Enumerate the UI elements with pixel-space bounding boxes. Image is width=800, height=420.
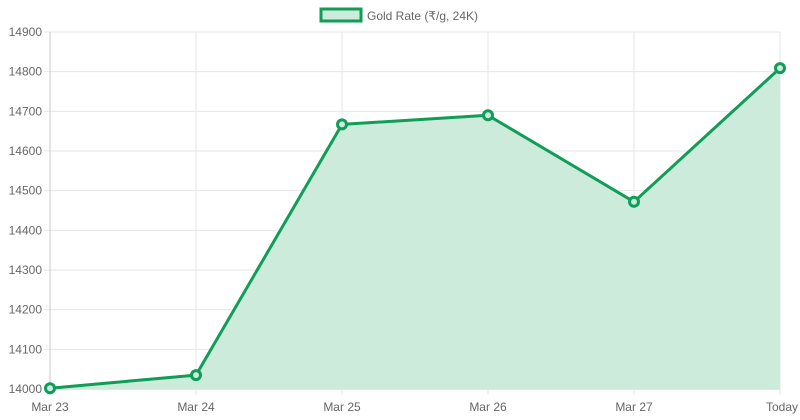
data-point[interactable]	[628, 195, 640, 208]
data-points	[44, 62, 786, 395]
x-tick-label: Mar 25	[323, 400, 361, 414]
series-path	[49, 66, 782, 390]
x-axis-ticks: Mar 23 Mar 24 Mar 25 Mar 26 Mar 27 Today	[31, 400, 798, 414]
data-point[interactable]	[336, 118, 348, 131]
y-tick-label: 14600	[9, 144, 43, 158]
legend-label: Gold Rate (₹/g, 24K)	[367, 9, 478, 23]
y-tick-label: 14700	[9, 104, 43, 118]
y-axis-ticks: 14000 14100 14200 14300 14400 14500 14600 14700…	[9, 25, 43, 396]
x-tick-label: Mar 23	[31, 400, 69, 414]
y-tick-label: 14200	[9, 303, 43, 317]
y-tick-label: 14000	[9, 382, 43, 396]
data-point[interactable]	[482, 109, 494, 122]
data-point[interactable]	[190, 369, 202, 382]
legend-swatch	[319, 7, 363, 23]
x-tick-label: Mar 24	[177, 400, 215, 414]
y-tick-label: 14400	[9, 223, 43, 237]
x-tick-label: Today	[766, 400, 798, 414]
x-tick-label: Mar 26	[469, 400, 507, 414]
data-point[interactable]	[774, 62, 786, 75]
series-line	[49, 66, 782, 390]
legend[interactable]: Gold Rate (₹/g, 24K)	[319, 7, 478, 23]
data-point[interactable]	[44, 382, 56, 395]
y-tick-label: 14300	[9, 263, 43, 277]
y-tick-label: 14100	[9, 342, 43, 356]
series-area	[50, 68, 780, 389]
y-tick-label: 14900	[9, 25, 43, 39]
x-tick-label: Mar 27	[615, 400, 653, 414]
y-tick-label: 14500	[9, 184, 43, 198]
area-fill	[50, 68, 780, 389]
y-tick-label: 14800	[9, 65, 43, 79]
